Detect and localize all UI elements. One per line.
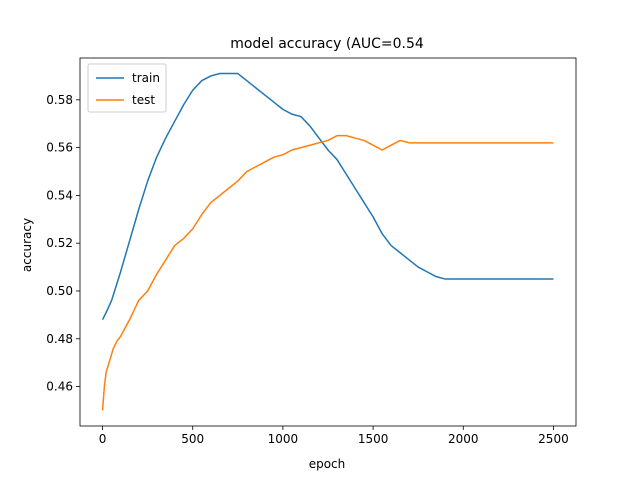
x-tick-label: 0 <box>99 432 107 446</box>
x-axis-label: epoch <box>309 457 346 471</box>
x-tick-label: 1000 <box>268 432 299 446</box>
y-tick-label: 0.48 <box>46 332 73 346</box>
chart-title: model accuracy (AUC=0.54 <box>230 36 424 52</box>
y-tick-label: 0.54 <box>46 188 73 202</box>
y-tick-label: 0.52 <box>46 236 73 250</box>
x-tick-label: 2000 <box>448 432 479 446</box>
y-tick-label: 0.58 <box>46 93 73 107</box>
x-tick-label: 1500 <box>358 432 389 446</box>
y-axis-label: accuracy <box>20 218 34 272</box>
y-tick-label: 0.46 <box>46 380 73 394</box>
y-tick-label: 0.56 <box>46 141 73 155</box>
y-tick-label: 0.50 <box>46 284 73 298</box>
axes-frame <box>79 57 577 427</box>
x-tick-label: 500 <box>181 432 204 446</box>
plot-area: 0 500 1000 1500 2000 2500 0.46 0.48 0.50 0.52 0.54… <box>46 57 577 446</box>
x-tick-label: 2500 <box>538 432 569 446</box>
legend-label-test: test <box>132 93 155 107</box>
legend-label-train: train <box>132 71 160 85</box>
series-line-train <box>101 72 554 320</box>
series-line-test <box>101 134 554 411</box>
